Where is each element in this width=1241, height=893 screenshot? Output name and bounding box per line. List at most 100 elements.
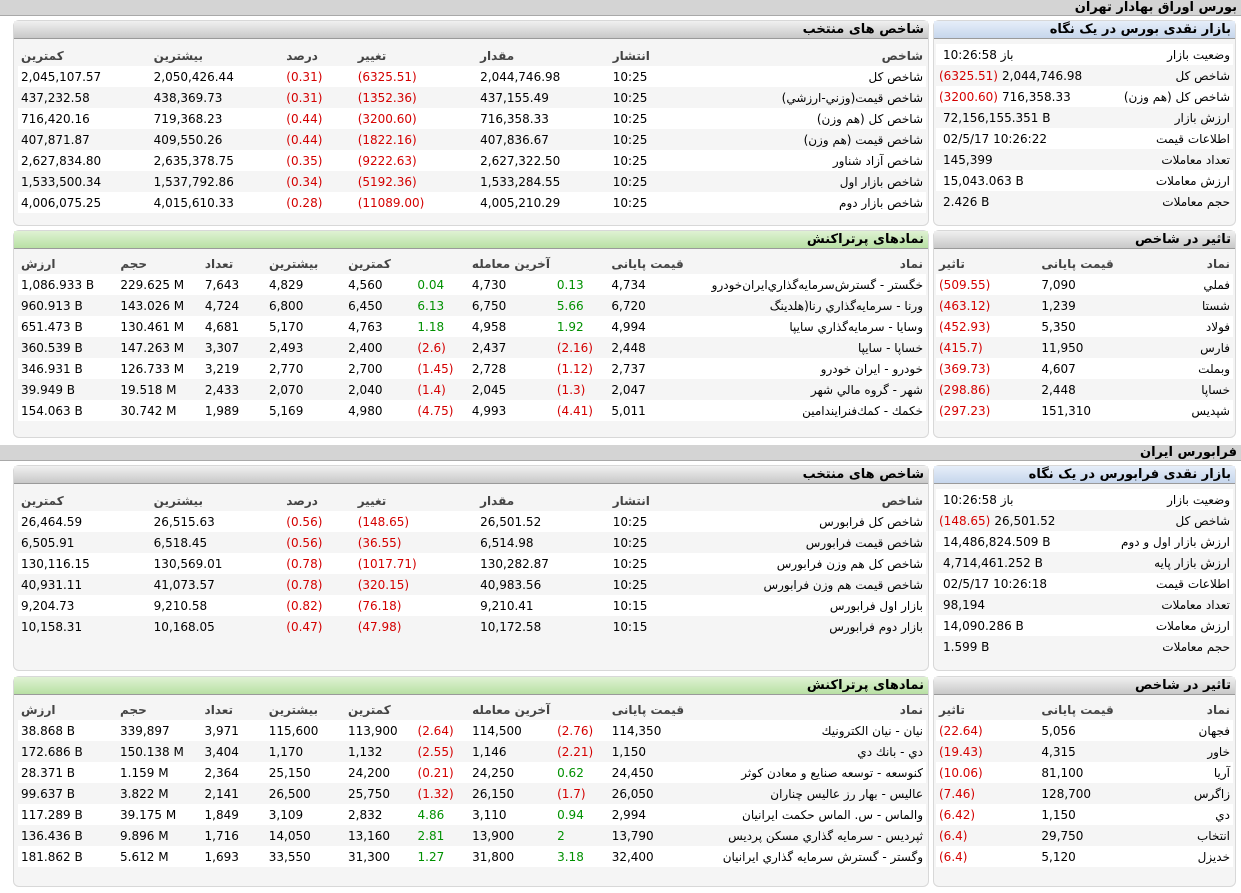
top-header[interactable]: بیشترین [268,256,319,271]
top-header[interactable]: بیشترین [268,702,319,717]
top-header[interactable] [415,699,470,720]
top-row[interactable]: خساپا - سايپا 2,448 (2.16) 2,437 (2.6) 2,400 2… [18,337,926,358]
indices-header[interactable]: بیشترین [153,48,203,63]
top-cell: 4,560 [345,274,415,295]
impact-header[interactable]: قیمت پایانی [1041,702,1114,717]
indices-cell: (0.78) [283,553,355,574]
top-header[interactable]: تعداد [204,702,234,717]
indices-header[interactable]: شاخص [881,493,923,508]
top-row[interactable]: وسايا - سرمايه‌گذاري سايپا 4,994 1.92 4,958… [18,316,926,337]
impact-row[interactable]: فجهان 5,056 (22.64) [936,720,1233,741]
impact-row[interactable]: شستا 1,239 (463.12) [936,295,1233,316]
top-cell: 3,219 [201,358,266,379]
top-header[interactable]: قیمت پایانی [611,702,685,717]
top-cell: 651.473 B [18,316,118,337]
impact-header[interactable]: قیمت پایانی [1041,256,1114,271]
impact-row[interactable]: زاگرس 128,700 (7.46) [936,783,1233,804]
impact-row[interactable]: فملي 7,090 (509.55) [936,274,1233,295]
glance-value-cell: 15,043.063 B [936,170,1121,191]
top-header[interactable]: نماد [899,256,923,271]
impact-header[interactable]: نماد [1206,256,1230,271]
glance-value-cell: 4,714,461.252 B [936,552,1119,573]
indices-row[interactable]: شاخص کل فرابورس 10:25 26,501.52 (148.65) (0.… [18,511,926,532]
top-header[interactable]: آخرین معامله [472,702,551,717]
impact-row[interactable]: خساپا 2,448 (298.86) [936,379,1233,400]
indices-row[interactable]: شاخص قیمت هم وزن فرابورس 10:25 40,983.56 (3… [18,574,926,595]
indices-header[interactable]: انتشار [612,48,650,63]
indices-cell: 41,073.57 [150,574,284,595]
glance-value-cell: 2.426 B [936,191,1121,212]
top-header[interactable] [414,253,469,274]
indices-row[interactable]: شاخص آزاد شناور 10:25 2,627,322.50 (9222.63… [18,150,926,171]
indices-header[interactable]: تغییر [357,48,387,63]
indices-header[interactable]: کمترین [21,493,64,508]
indices-row[interactable]: بازار اول فرابورس 10:15 9,210.41 (76.18) (0.… [18,595,926,616]
top-row[interactable]: خودرو - ايران‌ خودرو 2,737 (1.12) 2,728 (1.4… [18,358,926,379]
top-header[interactable]: کمترین [348,702,391,717]
indices-header[interactable]: تغییر [357,493,387,508]
indices-header[interactable]: درصد [286,493,318,508]
top-row[interactable]: والماس - س. الماس حكمت ايرانيان 2,994 0.94… [18,804,926,825]
indices-row[interactable]: شاخص کل هم وزن فرابورس 10:25 130,282.87 (10… [18,553,926,574]
impact-row[interactable]: فارس 11,950 (415.7) [936,337,1233,358]
top-row[interactable]: ثپرديس - سرمايه گذاري مسكن پرديس 13,790 2 1… [18,825,926,846]
impact-cell: (6.4) [936,825,1039,846]
indices-row[interactable]: شاخص بازار دوم 10:25 4,005,210.29 (11089.00… [18,192,926,213]
indices-cell: 1,533,500.34 [18,171,151,192]
indices-header[interactable]: درصد [286,48,318,63]
indices-header[interactable]: شاخص [881,48,923,63]
indices-row[interactable]: شاخص قيمت(وزني-ارزشي) 10:25 437,155.49 (135… [18,87,926,108]
top-header[interactable]: ارزش [21,256,56,271]
top-header[interactable] [554,253,609,274]
glance-value-cell: (6325.51) 2,044,746.98 [936,65,1121,86]
indices-header[interactable]: مقدار [480,48,515,63]
indices-row[interactable]: شاخص قيمت (هم وزن) 10:25 407,836.67 (1822.1… [18,129,926,150]
top-header[interactable]: آخرین معامله [471,256,550,271]
top-header[interactable]: ارزش [21,702,56,717]
tehran-indices-title: شاخص های منتخب [14,21,928,39]
impact-row[interactable]: شپديس 151,310 (297.23) [936,400,1233,421]
impact-header[interactable]: تاثیر [939,702,965,717]
impact-row[interactable]: دي 1,150 (6.42) [936,804,1233,825]
top-cell: 172.686 B [18,741,118,762]
indices-header[interactable]: کمترین [21,48,64,63]
top-row[interactable]: عاليس - بهار رز عاليس چناران 26,050 (1.7) 2… [18,783,926,804]
impact-row[interactable]: وبملت 4,607 (369.73) [936,358,1233,379]
top-header[interactable]: قیمت پایانی [611,256,684,271]
top-row[interactable]: دي - بانك دي 1,150 (2.21) 1,146 (2.55) 1,132 1… [18,741,926,762]
indices-row[interactable]: بازار دوم فرابورس 10:15 10,172.58 (47.98) (0… [18,616,926,637]
indices-header[interactable]: بیشترین [153,493,203,508]
impact-header[interactable]: نماد [1206,702,1230,717]
top-cell: 229.625 M [117,274,202,295]
top-row[interactable]: شهر - گروه مالي شهر 2,047 (1.3) 2,045 (1.4) 2… [18,379,926,400]
impact-header[interactable]: تاثیر [939,256,965,271]
top-row[interactable]: نيان - نيان الكترونيك 114,350 (2.76) 114,50… [18,720,926,741]
top-row[interactable]: ورنا - سرمايه‌گذاري رنا(هلدينگ 6,720 5.66 6… [18,295,926,316]
top-header[interactable]: کمترین [348,256,391,271]
top-header[interactable] [554,699,609,720]
indices-header[interactable]: مقدار [480,493,515,508]
impact-row[interactable]: آريا 81,100 (10.06) [936,762,1233,783]
indices-row[interactable]: شاخص كل (هم وزن) 10:25 716,358.33 (3200.60)… [18,108,926,129]
impact-row[interactable]: خديزل 5,120 (6.4) [936,846,1233,867]
indices-row[interactable]: شاخص كل 10:25 2,044,746.98 (6325.51) (0.31) 2… [18,66,926,87]
indices-row[interactable]: شاخص بازار اول 10:25 1,533,284.55 (5192.36)… [18,171,926,192]
top-row[interactable]: كنوسعه - توسعه صنايع و معادن كوثر 24,450 0… [18,762,926,783]
top-row[interactable]: خگستر - گسترش‌سرمايه‌گذاري‌ايران‌خودرو 4,… [18,274,926,295]
indices-cell: 26,464.59 [18,511,151,532]
top-row[interactable]: وگستر - گسترش سرمايه گذاري ايرانيان 32,40… [18,846,926,867]
indices-header[interactable]: انتشار [612,493,650,508]
impact-row[interactable]: فولاد 5,350 (452.93) [936,316,1233,337]
indices-row[interactable]: شاخص قیمت فرابورس 10:25 6,514.98 (36.55) (0.… [18,532,926,553]
top-row[interactable]: خكمك - كمك‌فنرايندامين 5,011 (4.41) 4,993 (4… [18,400,926,421]
fara-top-panel: نمادهای پرتراکنش نماد قیمت پایانی آخرین مع… [13,676,929,887]
glance-row: اطلاعات قیمت 02/5/17 10:26:22 [936,128,1233,149]
top-header[interactable]: حجم [120,702,147,717]
impact-row[interactable]: انتخاب 29,750 (6.4) [936,825,1233,846]
top-header[interactable]: نماد [899,702,923,717]
impact-row[interactable]: خاور 4,315 (19.43) [936,741,1233,762]
top-header[interactable]: تعداد [204,256,234,271]
indices-cell: 10,168.05 [150,616,284,637]
top-header[interactable]: حجم [120,256,148,271]
glance-value: 716,358.33 [1002,89,1071,104]
